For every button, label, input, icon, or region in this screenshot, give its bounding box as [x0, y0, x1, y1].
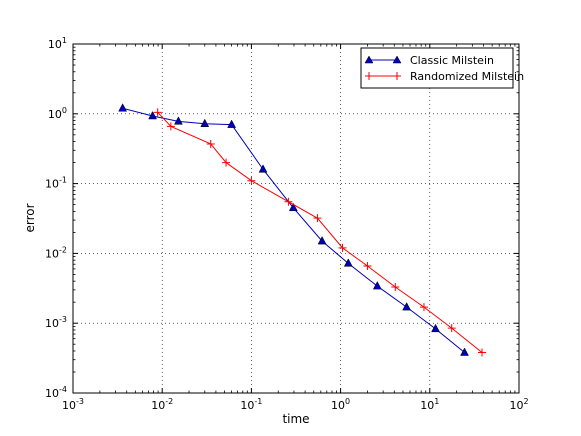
y-tick-label: 10-3: [45, 315, 67, 330]
legend-marker-randomized-1: [365, 72, 373, 80]
x-tick-label: 10-1: [240, 397, 262, 412]
legend-marker-randomized-2: [393, 72, 401, 80]
data-point-classic-milstein: [372, 281, 382, 290]
legend-label-randomized: Randomized Milstein: [410, 70, 524, 83]
legend: Classic Milstein Randomized Milstein: [360, 47, 524, 89]
y-axis-label: error: [23, 203, 37, 232]
y-tick-label: 100: [48, 106, 67, 121]
data-point-classic-milstein: [431, 323, 440, 333]
legend-box: [360, 47, 514, 89]
data-point-randomized-milstein: [247, 176, 256, 185]
data-point-randomized-milstein: [166, 122, 175, 131]
data-point-randomized-milstein: [363, 261, 372, 270]
data-point-classic-milstein: [148, 110, 157, 120]
data-point-classic-milstein: [258, 164, 268, 173]
data-point-randomized-milstein: [391, 283, 400, 292]
x-tick-label: 100: [331, 397, 350, 412]
data-point-randomized-milstein: [206, 139, 215, 148]
y-tick-label: 10-4: [45, 385, 67, 400]
data-point-randomized-milstein: [313, 214, 322, 223]
data-point-classic-milstein: [288, 202, 298, 212]
x-tick-label: 10-2: [151, 397, 173, 412]
x-axis-label: time: [282, 412, 309, 426]
data-point-classic-milstein: [317, 236, 327, 245]
legend-label-classic: Classic Milstein: [410, 54, 494, 67]
data-point-classic-milstein: [460, 347, 469, 356]
y-tick-label: 10-2: [45, 245, 67, 260]
plot-frame: [72, 43, 520, 394]
series-layer: [118, 103, 487, 357]
data-point-randomized-milstein: [153, 108, 162, 117]
data-point-classic-milstein: [402, 302, 412, 311]
legend-marker-classic-1: [364, 55, 374, 64]
data-point-classic-milstein: [174, 116, 183, 125]
data-point-randomized-milstein: [478, 348, 487, 357]
data-point-randomized-milstein: [222, 158, 231, 167]
data-point-classic-milstein: [343, 258, 353, 267]
x-tick-label: 101: [420, 397, 439, 412]
x-tick-label: 102: [509, 397, 528, 412]
data-point-classic-milstein: [227, 119, 237, 128]
y-tick-label: 101: [48, 36, 67, 51]
data-point-randomized-milstein: [284, 197, 293, 206]
x-tick-label: 10-3: [62, 397, 84, 412]
data-point-randomized-milstein: [338, 243, 347, 252]
data-point-classic-milstein: [118, 103, 128, 112]
y-tick-label: 10-1: [45, 176, 67, 191]
ticks: 10-3 10-2 10-1 100 101 10210-410-310-210-1100…: [45, 36, 529, 412]
legend-marker-classic-2: [392, 55, 402, 64]
data-point-randomized-milstein: [419, 303, 428, 312]
data-point-randomized-milstein: [447, 324, 456, 333]
data-point-classic-milstein: [200, 118, 210, 128]
